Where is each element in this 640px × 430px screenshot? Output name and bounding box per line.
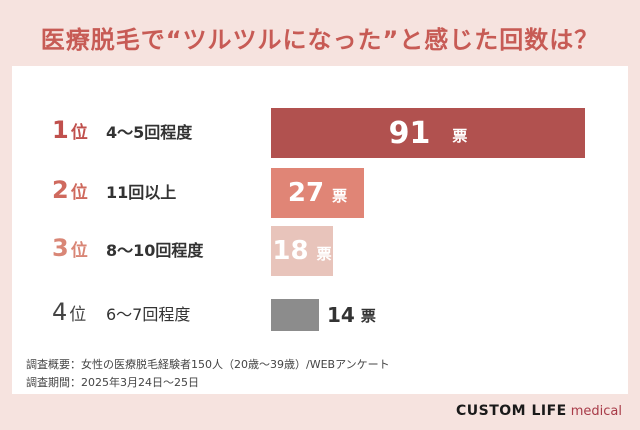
bar-row: 2 位 11回以上 27 票: [12, 168, 628, 218]
survey-period: 調査期間：2025年3月24日～25日: [26, 376, 199, 389]
unit-label: 票: [332, 186, 348, 205]
value-label: 27: [287, 178, 325, 208]
unit-label: 票: [452, 126, 468, 145]
value-label: 14: [327, 303, 355, 327]
rank-suffix: 位: [70, 183, 88, 203]
unit-label: 票: [316, 244, 332, 263]
brand-sub: medical: [570, 404, 622, 419]
value-label-outside: 14 票: [327, 290, 376, 340]
value-label: 18: [272, 236, 309, 266]
bar-row: 3 位 8～10回程度 18 票: [12, 226, 628, 276]
category-label: 11回以上: [106, 183, 177, 202]
rank-number: 4: [52, 298, 68, 326]
unit-label: 票: [360, 306, 376, 325]
category-label: 8～10回程度: [106, 241, 204, 260]
rank-number: 2: [52, 176, 69, 204]
category-label: 6～7回程度: [106, 305, 191, 324]
rank-number: 3: [52, 234, 69, 262]
category-label: 4～5回程度: [106, 123, 193, 142]
bar: 27 票: [271, 168, 364, 218]
brand-logo: CUSTOM LIFE medical: [456, 403, 622, 419]
rank-number: 1: [52, 116, 69, 144]
bar: 91 票: [271, 108, 585, 158]
brand-main: CUSTOM LIFE: [455, 403, 567, 419]
bar-row: 1 位 4～5回程度 91 票: [12, 108, 628, 158]
rank-suffix: 位: [70, 123, 88, 143]
bar: 18 票: [271, 226, 333, 276]
chart-title: 医療脱毛で“ツルツルになった”と感じた回数は？: [40, 26, 600, 54]
rank-suffix: 位: [69, 305, 87, 325]
survey-overview: 調査概要：女性の医療脱毛経験者150人（20歳～39歳）/WEBアンケート: [26, 358, 390, 371]
value-label: 91: [388, 115, 431, 151]
bar-row: 4 位 6～7回程度 14 票: [12, 290, 628, 340]
bar: [271, 299, 319, 331]
rank-suffix: 位: [70, 241, 88, 261]
chart-panel: 1 位 4～5回程度 91 票 2 位 11回以上 27 票 3 位 8～10回程度 18 票 4 位 6～7回程…: [12, 66, 628, 394]
